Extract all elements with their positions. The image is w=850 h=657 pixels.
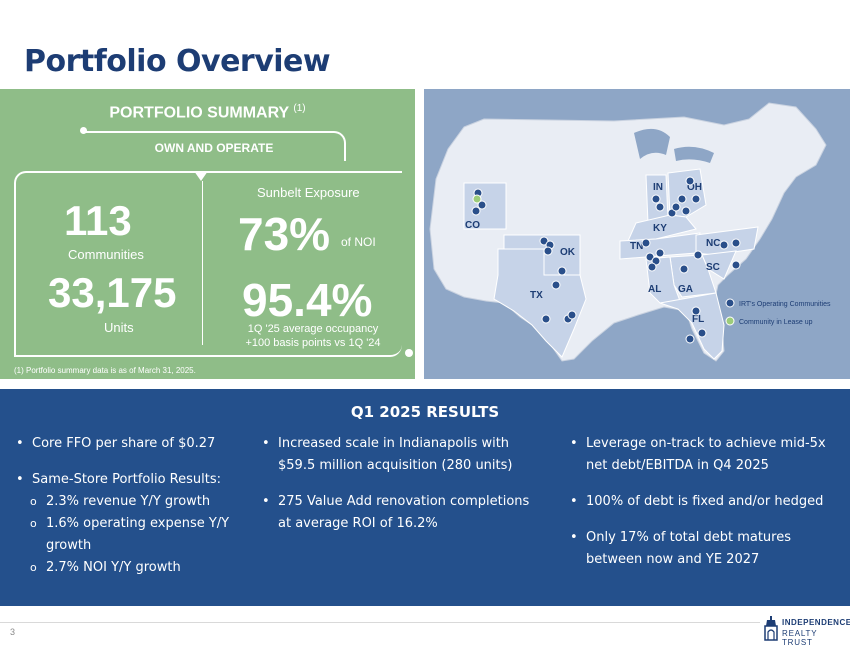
community-marker [543, 246, 553, 256]
community-marker [691, 194, 701, 204]
results-column-2: Increased scale in Indianapolis with $59… [262, 433, 532, 549]
community-marker [719, 240, 729, 250]
label-nc: NC [706, 238, 720, 249]
stats-divider [202, 181, 203, 345]
community-marker [693, 250, 703, 260]
occupancy-line1: 1Q '25 average occupancy [247, 323, 379, 335]
page-title: Portfolio Overview [24, 44, 331, 79]
page-number: 3 [10, 627, 16, 637]
sunbelt-suffix: of NOI [341, 235, 376, 249]
result-revenue-growth: 2.3% revenue Y/Y growth [16, 491, 248, 513]
community-marker [697, 328, 707, 338]
community-marker [677, 194, 687, 204]
label-tx: TX [530, 290, 543, 301]
own-operate-bracket [84, 131, 346, 161]
results-heading: Q1 2025 RESULTS [350, 403, 500, 421]
units-label: Units [104, 320, 134, 335]
community-marker [655, 202, 665, 212]
lease-up-marker [472, 194, 482, 204]
pointer-triangle [194, 171, 208, 181]
units-value: 33,175 [48, 269, 177, 316]
results-column-3: Leverage on-track to achieve mid-5x net … [570, 433, 834, 585]
logo-text-line2: REALTY TRUST [782, 629, 818, 647]
community-marker [681, 206, 691, 216]
company-logo: INDEPENDENCE REALTY TRUST [762, 615, 850, 647]
legend-leaseup-marker [725, 316, 735, 326]
great-lakes [634, 128, 714, 163]
community-marker [731, 260, 741, 270]
community-marker [685, 176, 695, 186]
result-debt-hedged: 100% of debt is fixed and/or hedged [570, 491, 834, 513]
stats-frame-dot [405, 349, 413, 357]
summary-heading-text: PORTFOLIO SUMMARY [109, 104, 289, 122]
result-leverage: Leverage on-track to achieve mid-5x net … [570, 433, 834, 477]
community-marker [477, 200, 487, 210]
result-opex-growth: 1.6% operating expense Y/Y growth [16, 513, 248, 557]
sunbelt-value: 73% [238, 208, 331, 260]
label-ga: GA [678, 284, 693, 295]
footer-divider [0, 622, 760, 623]
us-map: IN OH CO KY TN NC OK SC TX AL GA FL I [429, 102, 831, 362]
summary-heading-footnote-ref: (1) [293, 103, 306, 114]
stats-frame [14, 171, 402, 357]
legend-operating-label: IRT's Operating Communities [739, 301, 831, 308]
community-marker [691, 306, 701, 316]
result-debt-maturities: Only 17% of total debt matures between n… [570, 527, 834, 571]
result-noi-growth: 2.7% NOI Y/Y growth [16, 557, 248, 579]
label-co: CO [465, 220, 480, 231]
community-marker [641, 238, 651, 248]
community-marker [671, 202, 681, 212]
community-marker [551, 280, 561, 290]
community-marker [541, 314, 551, 324]
logo-text-line1: INDEPENDENCE [782, 618, 850, 627]
own-line-dot [80, 127, 87, 134]
community-marker [557, 266, 567, 276]
result-value-add: 275 Value Add renovation completions at … [262, 491, 532, 535]
community-marker [567, 310, 577, 320]
portfolio-summary-panel: PORTFOLIO SUMMARY (1) OWN AND OPERATE 11… [0, 89, 415, 379]
label-ky: KY [653, 223, 667, 234]
result-indianapolis-acquisition: Increased scale in Indianapolis with $59… [262, 433, 532, 477]
summary-heading: PORTFOLIO SUMMARY (1) [0, 103, 415, 122]
results-column-1: Core FFO per share of $0.27 Same-Store P… [16, 433, 248, 579]
legend-operating-marker [725, 298, 735, 308]
label-fl: FL [692, 314, 704, 325]
sunbelt-label: Sunbelt Exposure [257, 185, 360, 200]
bell-tower-icon [764, 616, 778, 641]
result-core-ffo: Core FFO per share of $0.27 [16, 433, 248, 455]
label-sc: SC [706, 262, 720, 273]
result-same-store: Same-Store Portfolio Results: [16, 469, 248, 491]
community-marker [651, 194, 661, 204]
label-in: IN [653, 182, 663, 193]
own-operate-label: OWN AND OPERATE [154, 141, 274, 155]
us-map-panel: IN OH CO KY TN NC OK SC TX AL GA FL I [424, 89, 850, 379]
community-marker [655, 248, 665, 258]
label-oh: OH [687, 182, 702, 193]
legend-leaseup-label: Community in Lease up [739, 319, 813, 326]
label-ok: OK [560, 247, 576, 258]
state-tx [493, 248, 587, 358]
label-tn: TN [630, 241, 643, 252]
community-marker [471, 206, 481, 216]
communities-label: Communities [68, 247, 144, 262]
occupancy-value: 95.4% [242, 274, 373, 326]
occupancy-line2: +100 basis points vs 1Q '24 [245, 337, 381, 349]
community-marker [685, 334, 695, 344]
state-fl [659, 292, 725, 360]
q1-results-panel: Q1 2025 RESULTS Core FFO per share of $0… [0, 389, 850, 606]
communities-value: 113 [64, 197, 132, 244]
label-al: AL [648, 284, 661, 295]
community-marker [731, 238, 741, 248]
community-marker [679, 264, 689, 274]
summary-footnote: (1) Portfolio summary data is as of Marc… [14, 366, 196, 375]
community-marker [647, 262, 657, 272]
